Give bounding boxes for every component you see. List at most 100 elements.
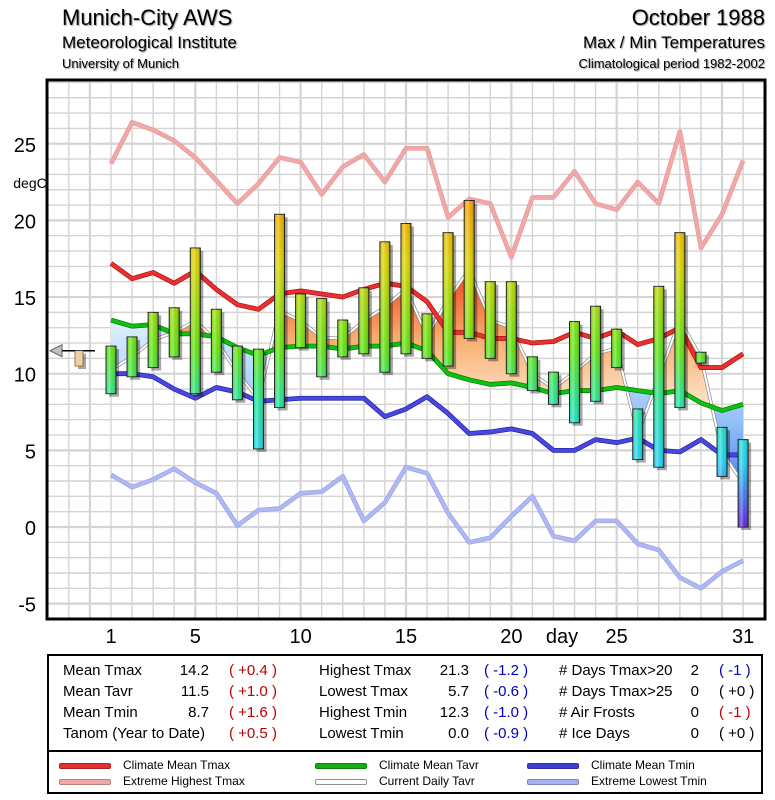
daily-range-bars — [105, 199, 752, 530]
x-tick-label: 25 — [606, 626, 628, 648]
stat-value: 12.3 — [439, 704, 469, 721]
bar-highlight — [358, 287, 369, 354]
y-tick-label: -5 — [18, 595, 36, 617]
stat-anomaly: ( +0 ) — [719, 683, 755, 700]
stat-anomaly: ( +1.6 ) — [229, 704, 277, 721]
bar-highlight — [611, 329, 622, 368]
stat-value: 8.7 — [188, 704, 209, 721]
bar-highlight — [485, 281, 496, 359]
stat-label: Tanom (Year to Date) — [63, 725, 206, 742]
bar-highlight — [632, 408, 643, 460]
mean-tavr-marker — [48, 343, 95, 370]
bar-highlight — [337, 320, 348, 357]
stat-label: Mean Tmin — [63, 704, 138, 721]
y-tick-label: 15 — [14, 288, 36, 310]
stat-label: Lowest Tmax — [319, 683, 408, 700]
stat-label: # Days Tmax>25 — [559, 683, 673, 700]
bar-highlight — [316, 298, 327, 377]
institute-title: Meteorological Institute — [62, 33, 237, 52]
x-axis-label: day — [546, 626, 578, 648]
bar-highlight — [738, 439, 749, 527]
legend-label: Climate Mean Tavr — [379, 758, 479, 772]
stat-label: Highest Tmin — [319, 704, 408, 721]
stat-value: 5.7 — [448, 683, 469, 700]
stat-label: Highest Tmax — [319, 662, 412, 679]
legend-swatch — [315, 763, 367, 769]
bar-highlight — [422, 313, 433, 359]
y-axis-label: degC — [13, 175, 46, 191]
chart-subtitle: Max / Min Temperatures — [582, 33, 765, 52]
climatology-title: Climatological period 1982-2002 — [578, 56, 765, 71]
stat-label: # Days Tmax>20 — [559, 662, 673, 679]
legend-swatch — [59, 779, 111, 785]
stat-label: Mean Tavr — [63, 683, 133, 700]
bar-highlight — [106, 346, 116, 394]
stat-anomaly: ( -1.2 ) — [484, 662, 529, 679]
legend-swatch — [315, 779, 367, 785]
bar-highlight — [548, 372, 559, 405]
stats-divider — [49, 750, 761, 752]
x-tick-label: 5 — [190, 626, 201, 648]
stat-label: Lowest Tmin — [319, 725, 404, 742]
y-tick-label: 0 — [25, 518, 36, 540]
x-tick-label: 15 — [395, 626, 417, 648]
extreme-highest-tmax-line — [109, 120, 745, 259]
y-tick-label: 10 — [14, 365, 36, 387]
stat-value: 0 — [690, 704, 699, 721]
stat-value: 0.0 — [448, 725, 469, 742]
bar-highlight — [695, 352, 706, 363]
bar-highlight — [527, 356, 538, 391]
legend-swatch — [527, 763, 579, 769]
stat-value: 14.2 — [179, 662, 209, 679]
stat-anomaly: ( +0.4 ) — [229, 662, 277, 679]
x-axis-ticks: 1 5 10 15 20 25 31 — [105, 626, 754, 648]
legend-swatch — [527, 779, 579, 785]
period-title: October 1988 — [631, 5, 765, 30]
y-tick-label: 20 — [14, 211, 36, 233]
y-tick-label: 25 — [14, 135, 36, 157]
bar-highlight — [400, 223, 411, 354]
legend-label: Extreme Lowest Tmin — [591, 774, 707, 788]
bar-highlight — [211, 309, 222, 373]
bar-highlight — [464, 200, 475, 339]
stat-anomaly: ( +0.5 ) — [229, 725, 277, 742]
legend-swatch — [59, 763, 111, 769]
bar-highlight — [379, 241, 390, 373]
bar-highlight — [569, 321, 580, 423]
stat-label: # Ice Days — [559, 725, 630, 742]
bar-highlight — [169, 307, 180, 357]
bar-highlight — [506, 281, 517, 374]
mean-tavr-anomaly-bar — [74, 350, 84, 367]
legend-label: Current Daily Tavr — [379, 774, 475, 788]
stat-value: 0 — [690, 683, 699, 700]
stat-label: # Air Frosts — [559, 704, 635, 721]
bar-highlight — [190, 247, 201, 394]
stat-value: 21.3 — [439, 662, 469, 679]
stat-value: 0 — [690, 725, 699, 742]
x-tick-label: 31 — [732, 626, 754, 648]
bar-highlight — [653, 286, 664, 468]
bar-highlight — [717, 427, 728, 477]
bar-highlight — [443, 232, 454, 367]
university-title: University of Munich — [62, 56, 180, 71]
bar-highlight — [590, 306, 601, 402]
stat-anomaly: ( -1 ) — [719, 704, 751, 721]
stat-anomaly: ( -0.9 ) — [484, 725, 529, 742]
y-tick-label: 5 — [25, 441, 36, 463]
station-title: Munich-City AWS — [62, 5, 233, 30]
stat-anomaly: ( -1 ) — [719, 662, 751, 679]
plot-frame — [45, 78, 767, 621]
stat-label: Mean Tmax — [63, 662, 142, 679]
bar-highlight — [674, 232, 685, 408]
legend-label: Climate Mean Tmin — [591, 758, 695, 772]
stat-value: 2 — [690, 662, 699, 679]
legend-label: Climate Mean Tmax — [123, 758, 231, 772]
statistics-panel: Mean Tmax 14.2 ( +0.4 ) Mean Tavr 11.5 ( +1.0… — [47, 654, 763, 794]
x-tick-label: 1 — [105, 626, 116, 648]
x-tick-label: 10 — [290, 626, 312, 648]
stat-value: 11.5 — [180, 683, 209, 700]
bar-highlight — [274, 214, 285, 408]
bar-highlight — [295, 293, 306, 348]
stat-anomaly: ( +0 ) — [719, 725, 755, 742]
